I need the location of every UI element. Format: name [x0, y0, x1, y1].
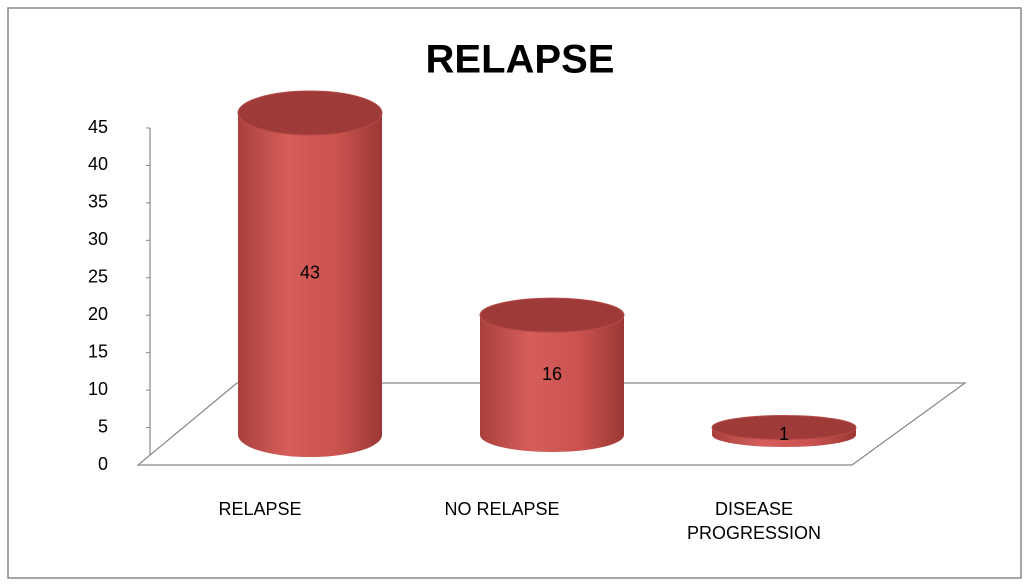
chart-border [7, 7, 1022, 579]
y-tick-label: 30 [88, 229, 108, 249]
y-tick-label: 15 [88, 341, 108, 361]
cylinder-top [479, 297, 625, 333]
cylinder-body [480, 315, 624, 452]
chart-title: RELAPSE [426, 38, 615, 82]
x-tick-label: RELAPSE [218, 499, 302, 519]
y-tick-label: 35 [88, 192, 108, 212]
y-tick-label: 20 [88, 304, 108, 324]
cylinder-body [238, 112, 382, 457]
cylinder-top [237, 90, 383, 136]
y-tick-label: 45 [88, 117, 108, 137]
y-tick-label: 25 [88, 267, 108, 287]
cylinder [711, 415, 857, 447]
y-tick-label: 10 [88, 379, 108, 399]
x-tick-label: NO RELAPSE [444, 499, 560, 519]
y-tick-label: 40 [88, 154, 108, 174]
cylinder [479, 297, 625, 452]
cylinder-top [711, 415, 857, 441]
data-label: 43 [300, 263, 320, 283]
cylinder [237, 90, 383, 457]
data-label: 16 [542, 364, 562, 384]
y-tick-label: 0 [98, 454, 108, 474]
y-tick-label: 5 [98, 416, 108, 436]
x-tick-label: DISEASE PROGRESSION [686, 499, 822, 543]
data-label: 1 [779, 424, 789, 444]
